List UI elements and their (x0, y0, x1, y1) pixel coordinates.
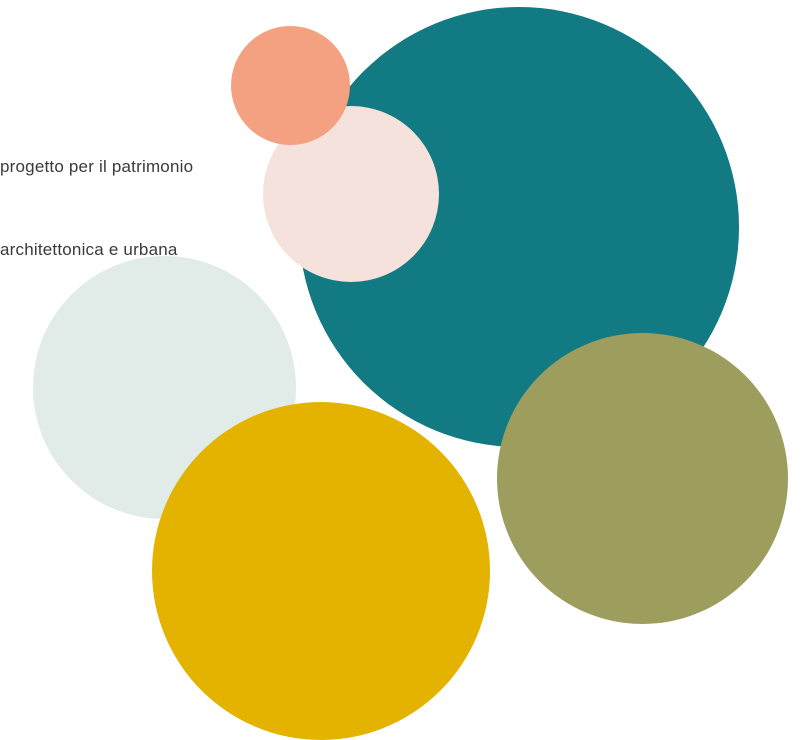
yellow-circle (152, 402, 490, 740)
salmon-circle (231, 26, 350, 145)
olive-circle (497, 333, 788, 624)
text-line-1: progetto per il patrimonio (0, 157, 194, 176)
text-line-2: architettonica e urbana (0, 240, 178, 259)
